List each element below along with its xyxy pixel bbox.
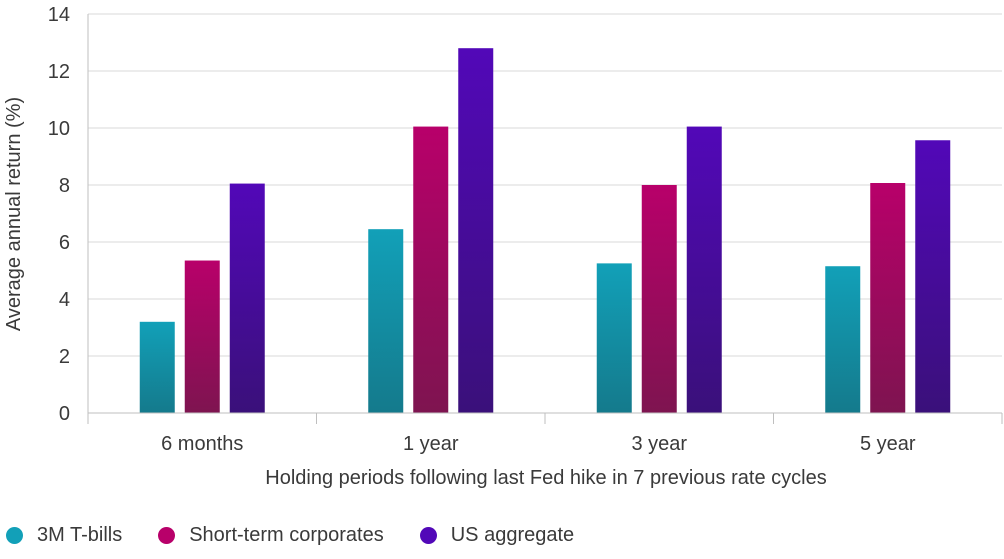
y-axis-label: Average annual return (%) — [3, 97, 25, 331]
y-tick-label: 0 — [59, 403, 70, 425]
legend-swatch — [419, 526, 437, 544]
x-axis-label: Holding periods following last Fed hike … — [265, 467, 826, 489]
y-tick-label: 2 — [59, 346, 70, 368]
y-tick-label: 8 — [59, 175, 70, 197]
bar — [184, 260, 220, 413]
bar — [139, 321, 175, 413]
legend: 3M T-bills Short-term corporates US aggreg… — [6, 522, 610, 548]
legend-swatch — [6, 526, 23, 544]
bar — [368, 229, 404, 413]
bar — [413, 126, 449, 413]
bar — [870, 183, 906, 413]
legend-label: Short-term corporates — [189, 523, 384, 546]
bar — [641, 185, 677, 413]
x-tick-label: 3 year — [631, 433, 687, 455]
y-tick-label: 4 — [59, 289, 70, 311]
y-tick-label: 6 — [59, 232, 70, 254]
bar — [596, 263, 632, 413]
bar — [458, 48, 494, 413]
legend-label: US aggregate — [450, 523, 575, 546]
x-tick-label: 1 year — [403, 433, 459, 455]
axes — [87, 14, 1003, 424]
legend-item: 3M T-bills — [6, 524, 122, 547]
x-tick-label: 5 year — [860, 433, 916, 455]
bar — [229, 183, 265, 413]
legend-swatch — [158, 526, 176, 544]
axis-labels: Average annual return (%) Holding period… — [3, 97, 827, 489]
bar — [686, 126, 722, 413]
y-tick-label: 14 — [48, 4, 70, 26]
y-tick-label: 10 — [48, 118, 70, 140]
legend-item: US aggregate — [419, 523, 575, 547]
legend-item: Short-term corporates — [158, 524, 384, 547]
bars: 6 months 1 year 3 year 5 year — [139, 48, 951, 455]
bar — [825, 266, 861, 413]
x-tick-label: 6 months — [161, 433, 243, 455]
y-tick-label: 12 — [48, 61, 70, 83]
bar — [915, 140, 951, 413]
legend-label: 3M T-bills — [37, 523, 123, 546]
